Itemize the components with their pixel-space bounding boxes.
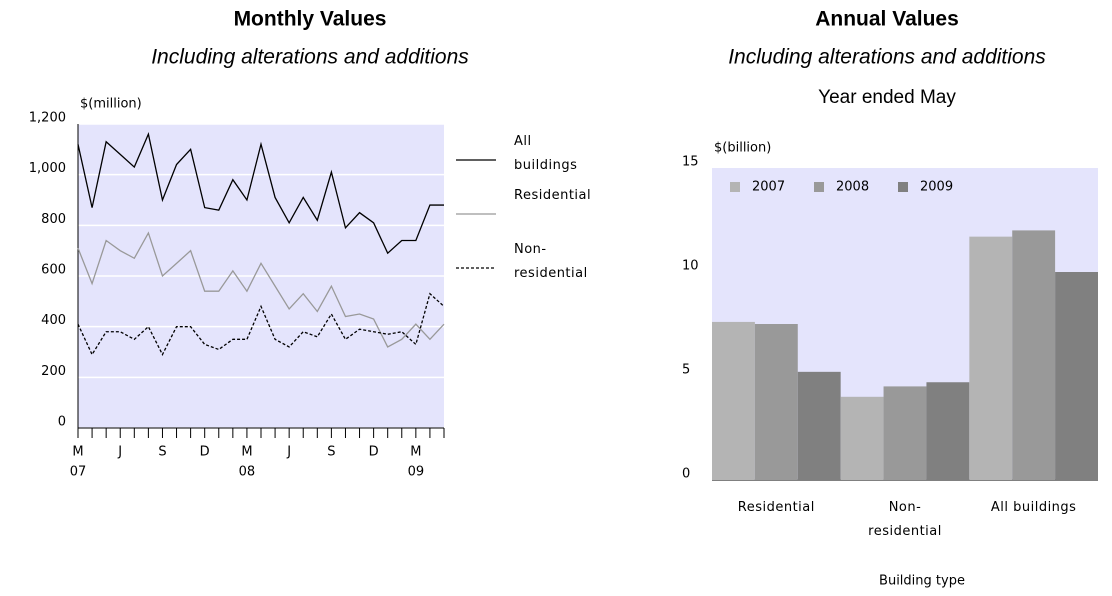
legend-label: Non-residential (514, 242, 588, 281)
chart-subtitle: Including alterations and additions (728, 46, 1046, 69)
y-tick-label: 1,000 (29, 161, 66, 176)
x-tick-label: M (410, 445, 421, 460)
y-tick-label: 0 (58, 415, 66, 430)
legend-label: All buildings (514, 134, 578, 173)
x-tick-label: M (72, 445, 83, 460)
chart-subtitle: Including alterations and additions (151, 46, 469, 69)
x-tick-label: S (158, 445, 166, 460)
y-axis-label: $(million) (80, 97, 142, 112)
bar (1012, 230, 1056, 480)
legend-label: 2009 (920, 180, 953, 195)
x-year-label: 09 (408, 465, 425, 480)
x-axis-label: Building type (879, 574, 965, 589)
x-tick-label: S (327, 445, 335, 460)
series-line (77, 231, 445, 348)
bar (797, 371, 841, 480)
series-line (77, 131, 444, 255)
y-tick-label: 600 (41, 263, 66, 278)
legend-label: Residential (514, 188, 592, 203)
legend-swatch (730, 182, 740, 192)
x-tick-label: J (117, 445, 122, 460)
chart-subtitle: Year ended May (818, 87, 956, 108)
x-tick-label: J (286, 445, 291, 460)
legend-swatch (898, 182, 908, 192)
y-tick-label: 10 (682, 259, 699, 274)
chart-title: Monthly Values (234, 8, 387, 31)
x-year-label: 07 (70, 465, 87, 480)
x-year-label: 08 (239, 465, 256, 480)
y-tick-label: 0 (682, 467, 690, 482)
bar (712, 321, 755, 480)
bar (1055, 272, 1098, 480)
legend-label: 2007 (752, 180, 785, 195)
bar (926, 382, 970, 480)
x-tick-label: D (200, 445, 210, 460)
legend-swatch (814, 182, 824, 192)
bar (883, 386, 927, 480)
x-tick-label: Non-residential (868, 500, 942, 539)
y-tick-label: 1,200 (29, 111, 66, 126)
bar (840, 396, 884, 480)
x-tick-label: Residential (737, 500, 815, 515)
x-tick-label: D (369, 445, 379, 460)
y-tick-label: 800 (41, 212, 66, 227)
bar (969, 236, 1013, 480)
y-tick-label: 15 (682, 155, 699, 170)
y-tick-label: 200 (41, 364, 66, 379)
legend-label: 2008 (836, 180, 869, 195)
y-axis-label: $(billion) (714, 141, 771, 156)
bar (754, 324, 798, 480)
x-tick-label: All buildings (990, 500, 1077, 515)
y-tick-label: 400 (41, 313, 66, 328)
series-line (77, 292, 445, 356)
chart-title: Annual Values (815, 8, 959, 31)
y-tick-label: 5 (682, 363, 690, 378)
x-tick-label: M (241, 445, 252, 460)
